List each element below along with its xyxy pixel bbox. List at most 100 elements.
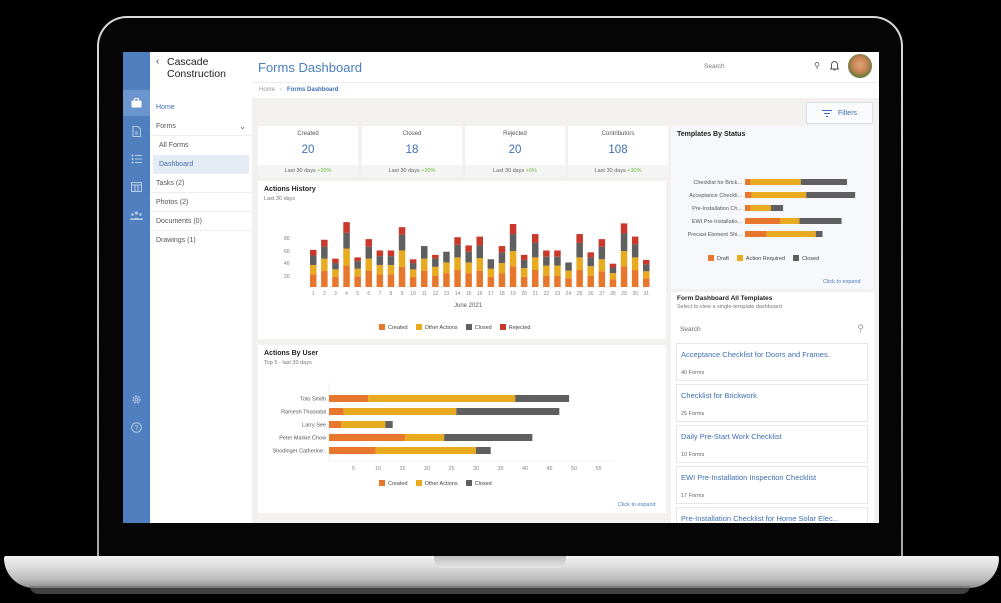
legend-closed[interactable]: Closed (465, 324, 492, 331)
nav-tasks[interactable]: Tasks (2) (150, 174, 252, 193)
svg-text:17: 17 (488, 291, 494, 297)
breadcrumb-home[interactable]: Home (259, 87, 276, 93)
stat-change: +30% (421, 168, 436, 174)
legend: Draft Action Required Closed (708, 255, 819, 262)
search-icon[interactable]: ⚲ (857, 323, 864, 333)
document-icon[interactable] (123, 118, 150, 144)
stat-period: Last 30 days (493, 168, 525, 174)
card-title: Form Dashboard All Templates (677, 295, 773, 302)
svg-text:?: ? (135, 425, 139, 432)
svg-text:25: 25 (577, 291, 583, 297)
nav-documents[interactable]: Documents (0) (150, 212, 252, 231)
svg-text:13: 13 (444, 291, 450, 297)
stat-label: Closed (402, 131, 422, 137)
template-item[interactable]: Checklist for Brickwork 25 Forms (676, 384, 868, 422)
help-icon[interactable]: ? (123, 414, 150, 440)
chevron-left-icon[interactable]: ‹ (156, 56, 160, 67)
svg-text:50: 50 (571, 466, 577, 472)
svg-text:2: 2 (323, 291, 326, 297)
nav-dashboard[interactable]: Dashboard (153, 155, 249, 174)
stat-footer: Last 30 days +30% (362, 165, 462, 177)
svg-text:35: 35 (497, 466, 503, 472)
expand-link[interactable]: Click to expand (823, 279, 861, 285)
search-input[interactable]: Search ⚲ (699, 58, 826, 75)
expand-link[interactable]: Click to expand (618, 502, 656, 508)
card-title: Actions History (264, 186, 316, 193)
svg-text:23: 23 (555, 291, 561, 297)
svg-text:8: 8 (390, 291, 393, 297)
search-placeholder: Search (704, 63, 725, 70)
avatar[interactable] (848, 54, 872, 78)
legend-rejected[interactable]: Rejected (499, 324, 530, 331)
card-subtitle: Last 30 days (264, 196, 296, 202)
stat-change: +30% (627, 168, 642, 174)
filters-button[interactable]: Filters (806, 102, 873, 124)
actions-history-card[interactable]: Actions History Last 30 days 80 60 40 20… (258, 181, 666, 339)
svg-text:12: 12 (433, 291, 439, 297)
legend-other[interactable]: Other Actions (415, 324, 458, 331)
legend-created[interactable]: Created (379, 324, 408, 331)
template-item[interactable]: Pre-Installation Checklist for Home Sola… (676, 507, 868, 523)
svg-text:19: 19 (510, 291, 516, 297)
svg-text:22: 22 (544, 291, 550, 297)
svg-text:Peter Markie Chow: Peter Markie Chow (279, 436, 326, 442)
bell-icon[interactable] (829, 60, 840, 74)
svg-text:24: 24 (566, 291, 572, 297)
svg-text:27: 27 (599, 291, 605, 297)
stat-value: 18 (405, 144, 419, 156)
template-item[interactable]: Acceptance Checklist for Doors and Frame… (676, 343, 868, 381)
filters-label: Filters (837, 109, 858, 117)
templates-by-status-chart: Checklist for Brick... Acceptance Checkli… (688, 179, 856, 238)
checklist-icon[interactable] (123, 146, 150, 172)
nav-drawings[interactable]: Drawings (1) (156, 237, 196, 244)
gear-icon[interactable] (123, 386, 150, 412)
stat-period: Last 30 days (594, 168, 626, 174)
svg-text:Larry See: Larry See (302, 423, 326, 429)
briefcase-icon[interactable] (123, 90, 150, 116)
template-item[interactable]: Daily Pre-Start Work Checklist 10 Forms (676, 425, 868, 463)
nav-photos[interactable]: Photos (2) (150, 193, 252, 212)
laptop-shadow (30, 586, 970, 594)
svg-text:15: 15 (399, 466, 405, 472)
templates-by-status-card[interactable]: Templates By Status Checklist for Brick.… (671, 126, 874, 289)
svg-text:31: 31 (643, 291, 649, 297)
stat-footer: Last 30 days +30% (568, 165, 668, 177)
nav-all-forms[interactable]: All Forms (159, 142, 189, 149)
legend-draft[interactable]: Draft (708, 255, 729, 262)
stat-change: +0% (525, 168, 537, 174)
nav-home[interactable]: Home (156, 104, 175, 111)
actions-by-user-card[interactable]: Actions By User Top 5 - last 30 days Tot… (258, 345, 666, 513)
stat-footer: Last 30 days +30% (258, 165, 358, 177)
stat-card-rejected: Rejected 20 Last 30 days +0% (465, 126, 565, 177)
card-subtitle: Top 5 - last 30 days (264, 360, 312, 366)
legend-other[interactable]: Other Actions (415, 480, 458, 487)
svg-text:15: 15 (466, 291, 472, 297)
table-icon[interactable] (123, 174, 150, 200)
nav-forms[interactable]: Forms ⌄ (150, 117, 252, 136)
chevron-right-icon: › (280, 87, 283, 93)
stat-card-created: Created 20 Last 30 days +30% (258, 126, 358, 177)
search-placeholder: Search (680, 326, 701, 333)
template-item[interactable]: EWI Pre-Installation Inspection Checklis… (676, 466, 868, 504)
legend-closed[interactable]: Closed (793, 255, 819, 262)
svg-text:28: 28 (610, 291, 616, 297)
svg-text:30: 30 (473, 466, 479, 472)
screen: ? ‹ Cascade Construction Home Forms ⌄ All… (123, 52, 879, 523)
search-icon[interactable]: ⚲ (814, 61, 820, 70)
svg-text:29: 29 (621, 291, 627, 297)
template-search-input[interactable]: Search ⚲ (676, 320, 868, 340)
team-icon[interactable] (123, 202, 150, 228)
main-content: Forms Dashboard Search ⚲ Home › Forms Dash… (252, 52, 879, 523)
svg-text:6: 6 (367, 291, 370, 297)
breadcrumb-current: Forms Dashboard (287, 87, 339, 93)
svg-text:Pre-Installation Ch...: Pre-Installation Ch... (692, 206, 742, 212)
legend-action-required[interactable]: Action Required (736, 255, 785, 262)
legend-closed[interactable]: Closed (465, 480, 492, 487)
svg-text:20: 20 (424, 466, 430, 472)
legend-created[interactable]: Created (379, 480, 408, 487)
stat-label: Rejected (503, 131, 527, 137)
actions-by-user-chart: Toto Smith Ramesh Thoondal Larry See Peter … (272, 383, 614, 472)
svg-text:Toto Smith: Toto Smith (300, 397, 326, 403)
svg-text:21: 21 (532, 291, 538, 297)
svg-text:14: 14 (455, 291, 461, 297)
